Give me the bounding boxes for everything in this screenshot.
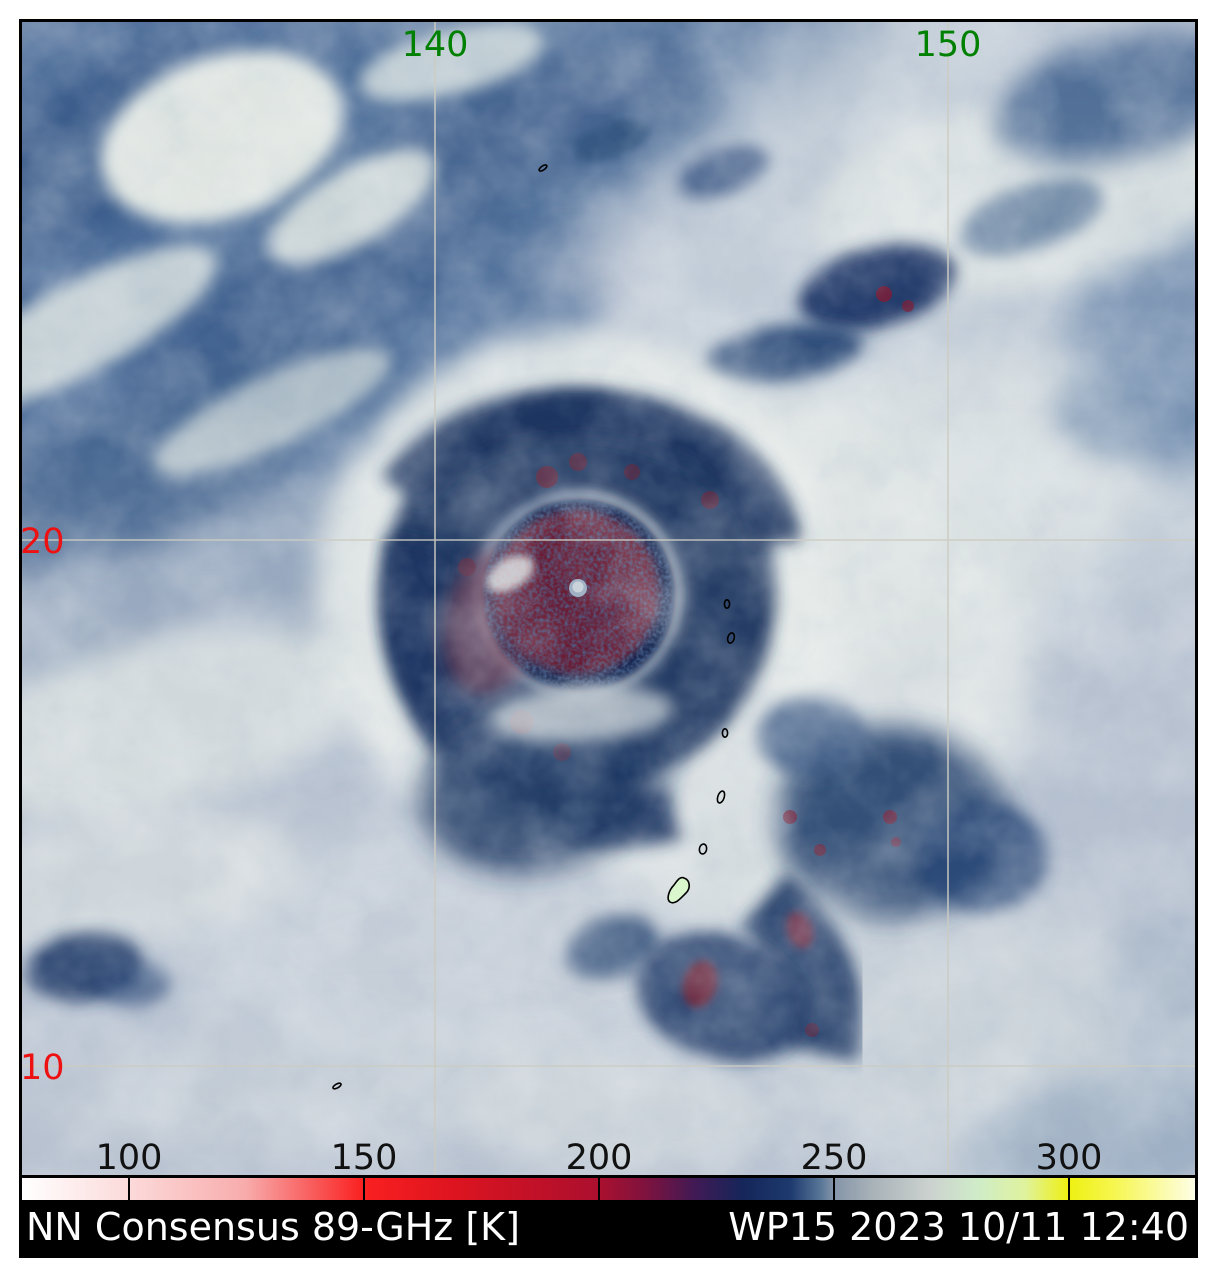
colorbar-tick-300 (1068, 1178, 1070, 1200)
cb-label-250: 250 (801, 1138, 868, 1175)
product-title: NN Consensus 89-GHz [K] (26, 1205, 520, 1249)
colorbar-labels: 100 150 200 250 300 (96, 1138, 1103, 1175)
graticule (22, 22, 1195, 1175)
colorbar-tick-200 (598, 1178, 600, 1200)
lat-tick-10: 10 (22, 1048, 65, 1088)
temperature-colorbar (22, 1175, 1195, 1200)
axis-labels: 140 150 20 10 (22, 25, 981, 1088)
white-cloud-texture (22, 22, 1195, 1175)
cb-label-150: 150 (331, 1138, 398, 1175)
cb-label-100: 100 (96, 1138, 163, 1175)
cloud-scene: 140 150 20 10 100 150 200 250 300 (22, 22, 1195, 1175)
colorbar-tick-250 (833, 1178, 835, 1200)
lon-tick-150: 150 (915, 25, 982, 65)
satellite-image-canvas: 140 150 20 10 100 150 200 250 300 (22, 22, 1195, 1175)
island-outlines (332, 164, 736, 1090)
guam-outline (667, 876, 690, 904)
storm-id-datetime: WP15 2023 10/11 12:40 (728, 1205, 1189, 1249)
colorbar-tick-150 (363, 1178, 365, 1200)
lon-tick-140: 140 (402, 25, 469, 65)
colorbar-tick-100 (128, 1178, 130, 1200)
lat-tick-20: 20 (22, 522, 65, 562)
satellite-figure: 140 150 20 10 100 150 200 250 300 NN Con… (19, 19, 1198, 1258)
cb-label-300: 300 (1036, 1138, 1103, 1175)
cb-label-200: 200 (566, 1138, 633, 1175)
caption-bar: NN Consensus 89-GHz [K] WP15 2023 10/11 … (22, 1200, 1195, 1255)
